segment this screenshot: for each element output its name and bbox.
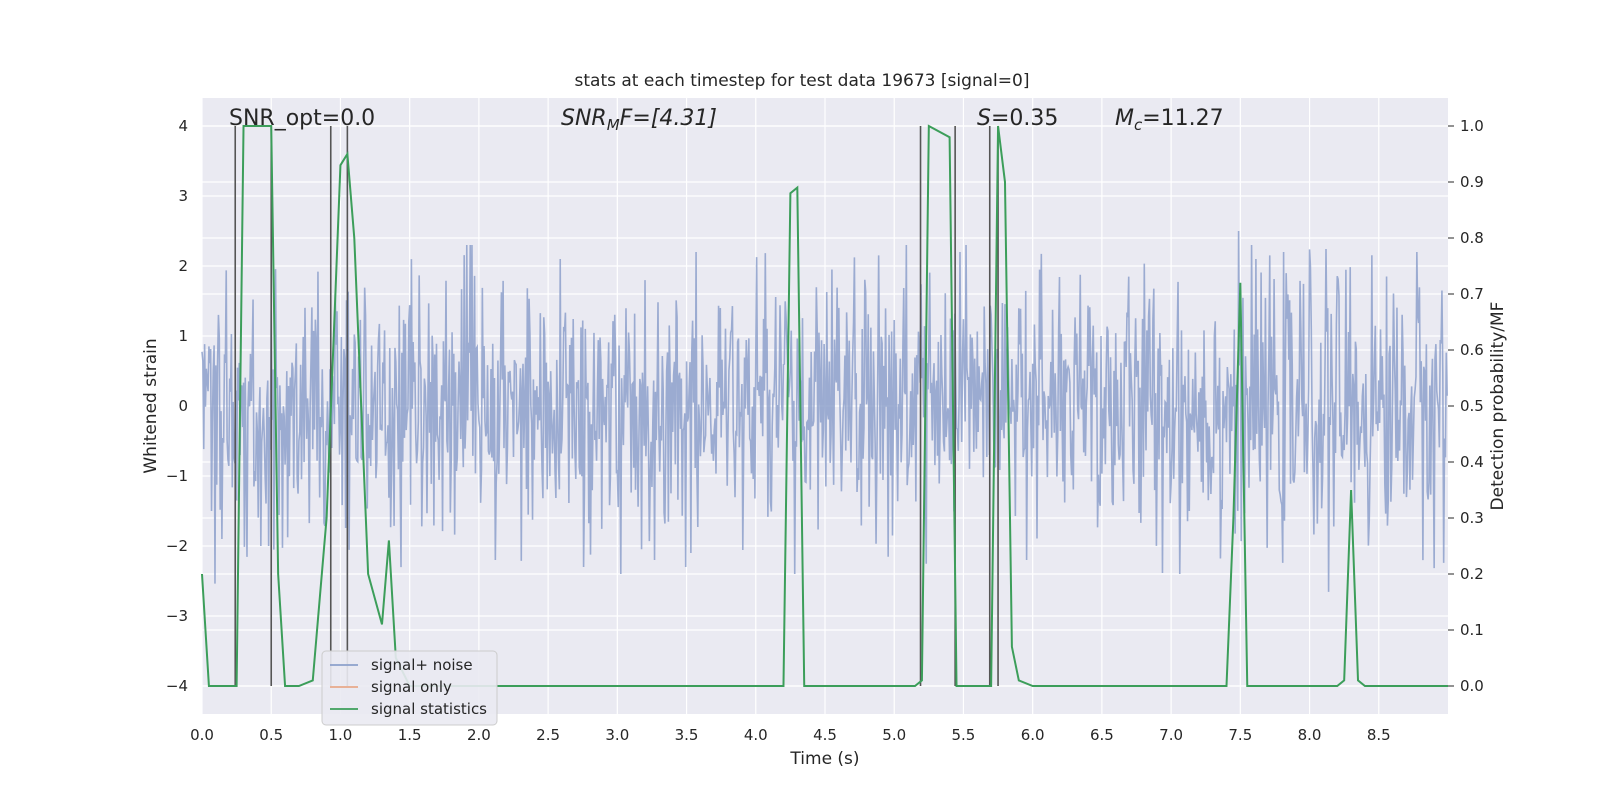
left-y-tick-label: 1	[178, 327, 188, 345]
left-y-tick-label: −2	[166, 537, 188, 555]
x-tick-label: 1.0	[329, 726, 353, 744]
x-tick-label: 8.5	[1367, 726, 1391, 744]
snr-mf-value: F=[4.31]	[620, 106, 717, 131]
mc-value: =11.27	[1142, 106, 1223, 131]
x-tick-label: 2.0	[467, 726, 491, 744]
legend-label-signal-statistics: signal statistics	[371, 700, 487, 718]
right-y-tick-label: 0.9	[1460, 173, 1484, 191]
right-y-tick-label: 0.8	[1460, 229, 1484, 247]
left-y-tick-labels: −4 −3 −2 −1 0 1 2 3 4	[166, 117, 188, 695]
mc-subscript: c	[1134, 116, 1143, 134]
x-tick-label: 7.5	[1228, 726, 1252, 744]
left-y-tick-label: 2	[178, 257, 188, 275]
x-tick-label: 1.5	[398, 726, 422, 744]
right-y-tick-label: 0.3	[1460, 509, 1484, 527]
right-y-tick-label: 0.7	[1460, 285, 1484, 303]
x-tick-label: 2.5	[536, 726, 560, 744]
left-y-tick-label: 3	[178, 187, 188, 205]
mc-symbol: M	[1115, 106, 1134, 131]
right-y-tick-label: 0.0	[1460, 677, 1484, 695]
left-y-tick-label: −3	[166, 607, 188, 625]
snr-mf-subscript: M	[607, 116, 620, 134]
x-axis-label: Time (s)	[789, 749, 859, 769]
left-y-tick-label: −4	[166, 677, 188, 695]
x-tick-label: 3.0	[605, 726, 629, 744]
snr-mf-base: SNR	[561, 106, 607, 131]
x-tick-labels: 0.0 0.5 1.0 1.5 2.0 2.5 3.0 3.5 4.0 4.5 5.0 5.5 6.0 6…	[190, 726, 1391, 744]
left-y-tick-label: −1	[166, 467, 188, 485]
signal-noise-line	[201, 230, 1448, 592]
chart-title: stats at each timestep for test data 196…	[575, 71, 1030, 91]
right-y-tick-label: 1.0	[1460, 117, 1484, 135]
x-tick-label: 4.5	[813, 726, 837, 744]
signal-statistics-series	[201, 124, 1448, 687]
x-tick-label: 0.0	[190, 726, 214, 744]
x-tick-label: 7.0	[1159, 726, 1183, 744]
s-symbol: S	[977, 106, 991, 131]
snr-opt-annotation: SNR_opt=0.0	[229, 106, 375, 131]
legend-label-signal-noise: signal+ noise	[371, 656, 473, 674]
signal-statistics-line	[201, 124, 1448, 687]
x-tick-label: 5.5	[952, 726, 976, 744]
right-y-tick-labels: 0.0 0.1 0.2 0.3 0.4 0.5 0.6 0.7 0.8 0.9 1.0	[1448, 117, 1484, 695]
x-tick-label: 3.5	[675, 726, 699, 744]
mc-annotation: Mc=11.27	[1115, 106, 1224, 134]
signal-noise-series	[201, 230, 1448, 592]
x-tick-label: 6.0	[1021, 726, 1045, 744]
left-y-tick-label: 0	[178, 397, 188, 415]
right-y-tick-label: 0.6	[1460, 341, 1484, 359]
right-y-tick-label: 0.2	[1460, 565, 1484, 583]
x-tick-label: 6.5	[1090, 726, 1114, 744]
snr-mf-annotation: SNRMF=[4.31]	[561, 106, 717, 134]
x-tick-label: 8.0	[1298, 726, 1322, 744]
legend: signal+ noise signal only signal statist…	[321, 650, 498, 726]
x-tick-label: 5.0	[882, 726, 906, 744]
legend-box	[321, 650, 498, 726]
left-y-tick-label: 4	[178, 117, 188, 135]
right-y-axis-label: Detection probability/MF	[1488, 302, 1508, 511]
x-tick-label: 0.5	[259, 726, 283, 744]
right-y-tick-label: 0.1	[1460, 621, 1484, 639]
s-annotation: S=0.35	[977, 106, 1058, 131]
left-y-axis-label: Whitened strain	[141, 338, 161, 473]
right-y-tick-label: 0.4	[1460, 453, 1484, 471]
s-value: =0.35	[991, 106, 1058, 131]
right-y-tick-label: 0.5	[1460, 397, 1484, 415]
legend-label-signal-only: signal only	[371, 678, 452, 696]
x-tick-label: 4.0	[744, 726, 768, 744]
